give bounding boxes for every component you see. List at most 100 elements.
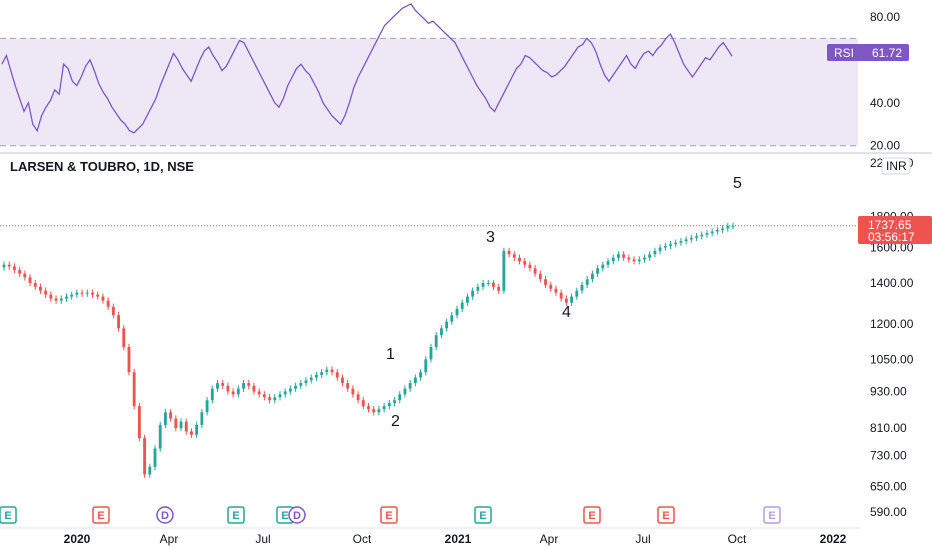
price-tick-label: 590.00 (870, 505, 907, 519)
candle-body (163, 412, 167, 425)
wave-label-4: 4 (562, 304, 571, 321)
candle-body (559, 292, 563, 299)
candle-body (23, 273, 27, 278)
time-tick-label: Apr (160, 532, 179, 546)
candle-body (137, 406, 141, 439)
currency-badge[interactable]: INR (881, 157, 911, 175)
candle-body (262, 394, 266, 398)
dividend-marker[interactable]: D (288, 506, 306, 524)
candle-body (538, 273, 542, 280)
event-letter: D (293, 510, 301, 522)
price-tick-label: 1200.00 (870, 317, 914, 331)
rsi-label: RSI (834, 46, 854, 60)
candle-body (653, 250, 657, 255)
earnings-marker[interactable]: E (763, 506, 781, 524)
time-tick-label: 2021 (445, 532, 472, 546)
earnings-marker[interactable]: E (0, 506, 17, 524)
candle-body (28, 277, 32, 284)
event-letter: E (768, 510, 775, 522)
candle-body (283, 391, 287, 395)
candle-body (242, 383, 245, 389)
rsi-value-badge: RSI 61.72 (827, 44, 909, 61)
candle-body (502, 250, 506, 291)
last-price-value: 1737.65 (868, 218, 912, 232)
rsi-ticks: 80.00 40.00 20.00 (870, 10, 900, 153)
candle-body (580, 284, 584, 291)
candle-body (429, 346, 433, 360)
wave-label-2: 2 (391, 413, 400, 430)
price-tick-label: 730.00 (870, 449, 907, 463)
earnings-marker[interactable]: E (92, 506, 110, 524)
candle-body (705, 233, 709, 235)
candle-body (382, 406, 386, 410)
event-letter: E (97, 510, 104, 522)
candle-body (596, 268, 600, 274)
candle-body (80, 292, 84, 294)
candle-body (335, 372, 339, 378)
candle-body (111, 306, 115, 316)
price-tick-label: 930.00 (870, 384, 907, 398)
candle-body (2, 264, 6, 268)
candle-body (122, 328, 126, 347)
candle-body (39, 286, 42, 291)
time-tick-label: 2022 (820, 532, 847, 546)
candles (2, 222, 735, 478)
candle-body (466, 296, 469, 303)
candle-body (445, 321, 449, 329)
candle-body (507, 250, 511, 255)
time-tick-label: Jul (635, 532, 650, 546)
price-tick-label: 1400.00 (870, 276, 914, 290)
candle-body (190, 431, 193, 435)
candle-body (533, 268, 537, 274)
price-tick-label: 1050.00 (870, 352, 914, 366)
candle-body (127, 346, 131, 373)
candle-body (299, 383, 303, 386)
earnings-marker[interactable]: E (227, 506, 245, 524)
candle-body (309, 377, 313, 381)
earnings-marker[interactable]: E (583, 506, 601, 524)
candle-body (497, 286, 501, 291)
price-tick-label: 1600.00 (870, 241, 914, 255)
candle-body (622, 254, 626, 258)
candle-body (65, 296, 68, 299)
rsi-line (1, 3, 733, 134)
candle-body (434, 335, 438, 347)
dividend-marker[interactable]: D (156, 506, 174, 524)
candle-body (356, 394, 360, 401)
candle-body (205, 400, 209, 413)
candle-body (70, 294, 74, 297)
event-letter: E (479, 510, 486, 522)
earnings-marker[interactable]: E (380, 506, 398, 524)
candle-body (403, 388, 407, 395)
time-tick-label: Jul (255, 532, 270, 546)
candle-body (387, 403, 391, 407)
candle-body (564, 298, 568, 303)
time-axis[interactable]: 2020 Apr Jul Oct 2021 Apr Jul Oct 2022 (64, 532, 847, 546)
candle-body (210, 388, 214, 401)
earnings-marker[interactable]: E (474, 506, 492, 524)
price-badge: 1737.65 03:56:17 (858, 216, 932, 244)
candle-body (731, 225, 735, 227)
candle-body (627, 257, 631, 260)
candle-body (455, 308, 459, 316)
wave-label-1: 1 (386, 346, 395, 363)
candle-body (12, 266, 16, 271)
candle-body (143, 438, 147, 475)
candle-body (554, 288, 558, 293)
event-letter: E (281, 510, 288, 522)
candle-body (590, 273, 594, 280)
rsi-tick-label: 80.00 (870, 10, 900, 24)
candle-body (221, 383, 225, 386)
candle-body (689, 237, 693, 240)
time-tick-label: Oct (353, 532, 372, 546)
candle-body (44, 290, 48, 295)
earnings-marker[interactable]: E (276, 506, 294, 524)
candle-body (85, 292, 89, 294)
earnings-marker[interactable]: E (657, 506, 675, 524)
candle-body (476, 286, 480, 291)
candle-body (169, 412, 173, 419)
candle-body (611, 257, 615, 262)
candle-body (236, 388, 240, 395)
candle-body (268, 397, 271, 401)
